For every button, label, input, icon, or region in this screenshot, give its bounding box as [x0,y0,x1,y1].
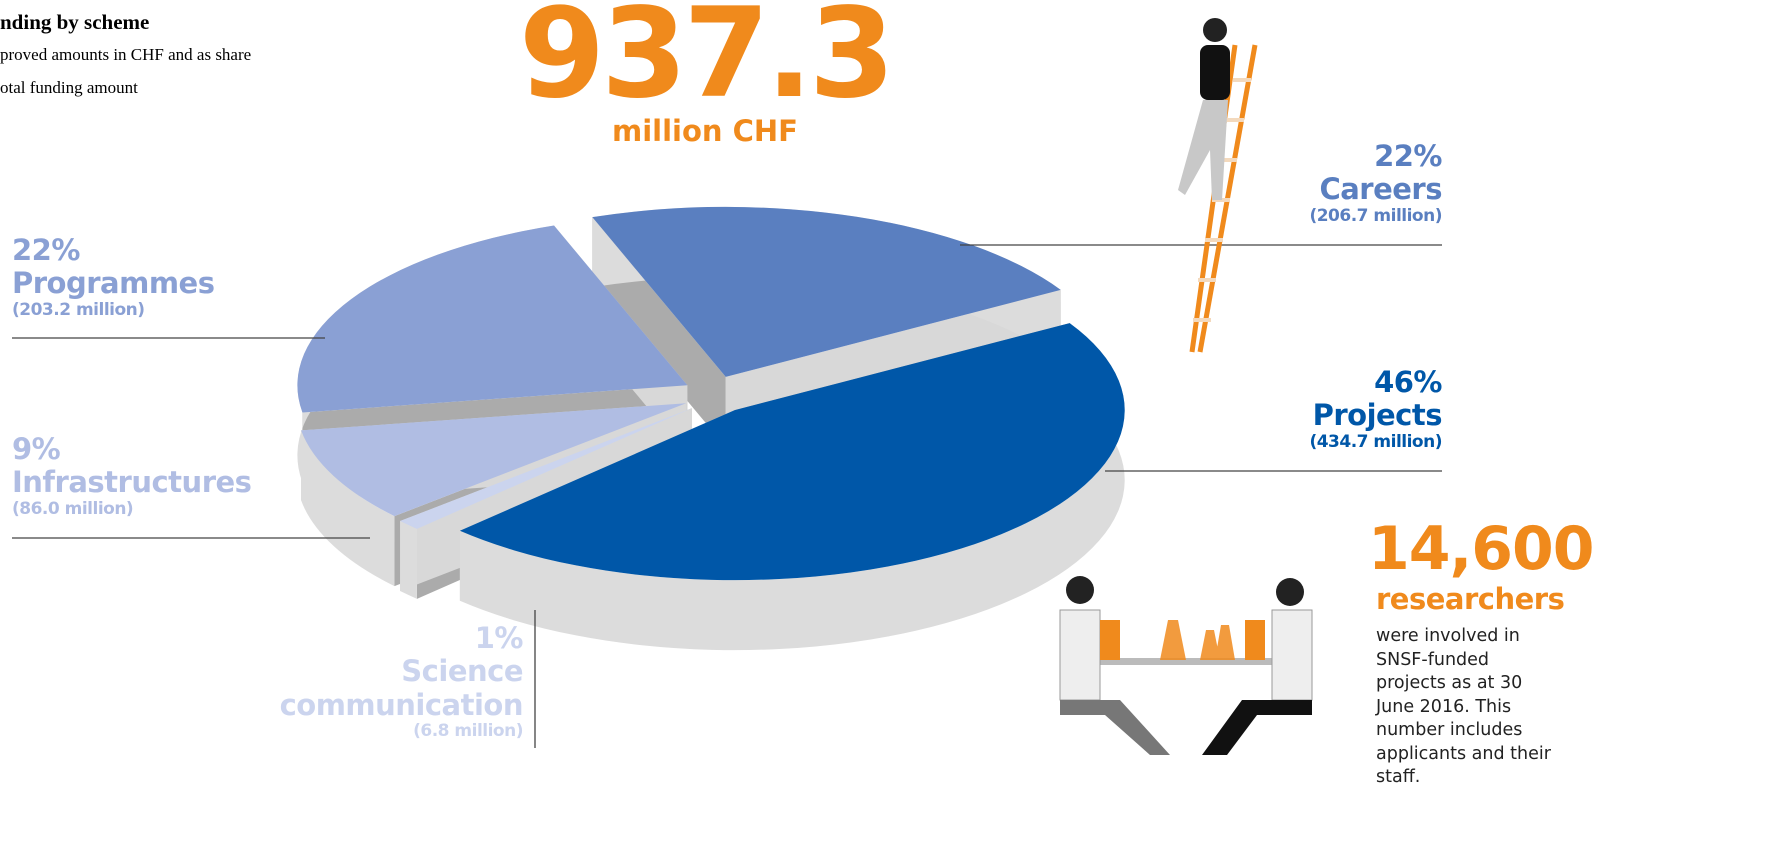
slice-name: Programmes [12,266,215,301]
slice-percent: 22% [12,233,80,267]
slice-wall [301,430,395,587]
slice-name: Projects [1312,398,1443,433]
slice [459,323,1125,651]
slice-label: 22% Careers (206.7 million) [1309,139,1442,226]
subtitle: otal funding amount [0,78,138,97]
slice-label: 46% Projects (434.7 million) [1309,365,1443,452]
slice-top [459,323,1125,581]
slice-percent: 9% [12,432,61,466]
pie [12,206,1442,748]
researcher-unit: researchers [1376,582,1565,616]
slice [592,206,1061,447]
slice-percent: 1% [474,621,524,655]
slice-label: 22% Programmes (203.2 million) [12,233,215,320]
total-unit: million CHF [611,114,798,148]
slice-amount: (203.2 million) [12,299,145,320]
slice-name: Infrastructures [12,465,252,500]
title: nding by scheme [0,10,150,34]
slice-name: Science communication [279,654,524,722]
researcher-text: were involved in SNSF-funded projects as… [1376,626,1551,787]
slice-amount: (434.7 million) [1309,431,1442,452]
slice-percent: 22% [1374,139,1442,173]
slice-amount: (6.8 million) [413,721,523,742]
slice-wall [400,521,417,599]
slice-top [297,225,688,413]
slice-name: Careers [1319,172,1442,207]
researcher-count: 14,600 [1368,514,1595,584]
slice-top [400,408,692,529]
slice-label: 1% Science communication (6.8 million) [263,621,524,742]
total: 937.3 [518,0,895,126]
slice-label: 9% Infrastructures (86.0 million) [12,432,252,519]
slice-top [592,206,1061,377]
slice-percent: 46% [1374,365,1442,399]
woman-illustration [1178,18,1230,200]
subtitle: proved amounts in CHF and as share [0,45,252,64]
slice-amount: (86.0 million) [12,498,134,519]
slice-top [301,403,687,517]
slice-amount: (206.7 million) [1309,205,1442,226]
scientists-illustration [1059,576,1313,755]
slice-wall [459,323,1125,651]
